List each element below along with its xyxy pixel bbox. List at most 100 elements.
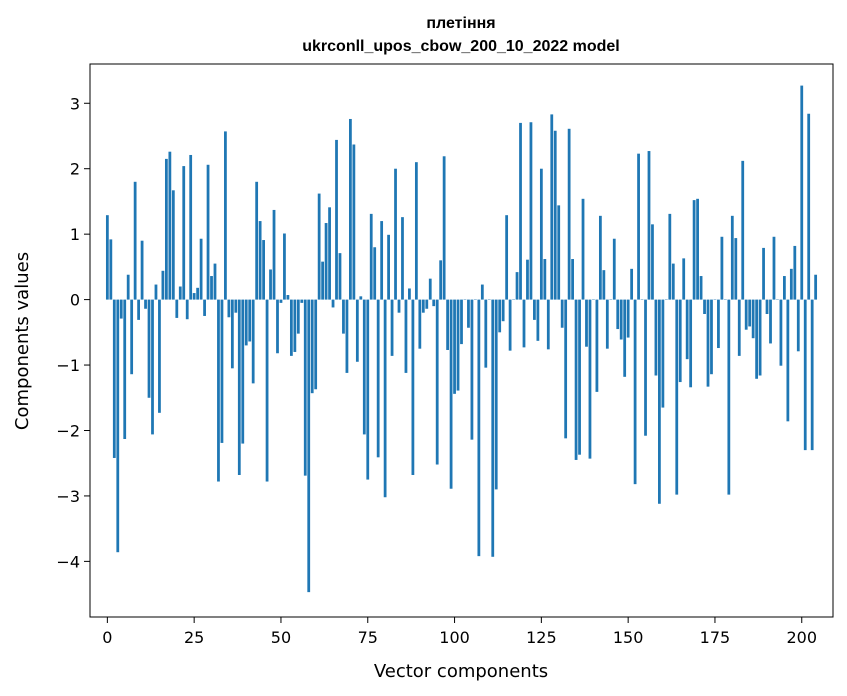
bar-74: [362, 299, 366, 435]
bar-150: [626, 299, 630, 338]
x-tick-label: 150: [613, 628, 644, 647]
bar-196: [786, 299, 790, 422]
bar-10: [140, 240, 144, 300]
bar-8: [133, 181, 137, 300]
bar-132: [564, 299, 568, 439]
bar-112: [494, 299, 498, 490]
bar-118: [515, 272, 519, 300]
bar-56: [300, 299, 304, 303]
bar-136: [578, 299, 581, 455]
y-axis-ticks: −4 −3 −2 −1 0 1 2 3: [56, 94, 90, 571]
x-tick-label: 125: [526, 628, 557, 647]
x-axis-ticks: 0 25 50 75 100 125 150 175 200: [102, 617, 817, 647]
bar-165: [678, 299, 682, 383]
bar-35: [227, 299, 231, 318]
x-tick-label: 25: [184, 628, 204, 647]
bar-57: [303, 299, 307, 476]
bar-13: [151, 299, 154, 435]
bar-65: [331, 299, 335, 308]
bar-95: [435, 299, 439, 465]
bar-166: [682, 258, 686, 300]
bar-147: [616, 299, 620, 330]
bar-75: [366, 299, 370, 480]
bar-134: [571, 259, 574, 300]
y-axis-label: Components values: [12, 252, 33, 430]
bar-83: [394, 168, 397, 300]
bar-28: [203, 299, 206, 316]
bar-51: [283, 233, 286, 300]
bar-159: [658, 299, 661, 504]
bar-54: [293, 299, 297, 352]
bar-82: [390, 299, 394, 356]
bar-131: [560, 299, 564, 328]
y-tick-label: −3: [56, 487, 80, 506]
x-tick-label: 100: [439, 628, 470, 647]
bar-139: [588, 299, 592, 459]
bar-109: [484, 299, 488, 368]
bar-1: [109, 239, 113, 300]
bar-55: [296, 299, 300, 334]
bar-146: [612, 238, 616, 300]
bar-89: [414, 162, 418, 300]
bar-47: [269, 269, 272, 300]
bar-27: [199, 238, 203, 300]
bar-18: [168, 151, 172, 300]
bar-64: [328, 207, 331, 300]
bar-88: [411, 299, 415, 475]
bar-148: [619, 299, 623, 340]
bar-77: [373, 247, 377, 300]
bar-186: [751, 299, 755, 339]
bar-48: [272, 209, 276, 300]
bar-115: [505, 215, 509, 300]
bar-58: [307, 299, 311, 593]
bar-25: [192, 293, 196, 300]
bar-152: [633, 299, 637, 485]
bar-49: [276, 299, 279, 354]
bar-163: [671, 263, 675, 300]
bar-34: [224, 131, 227, 300]
bar-63: [324, 223, 328, 300]
bar-29: [206, 164, 210, 300]
bar-176: [717, 299, 720, 349]
bar-122: [529, 122, 533, 300]
bar-72: [355, 299, 359, 362]
bar-70: [349, 118, 352, 300]
bar-52: [286, 295, 290, 300]
bar-126: [543, 259, 547, 300]
bar-39: [241, 299, 245, 444]
bar-130: [557, 205, 561, 300]
bar-71: [352, 144, 356, 300]
bar-123: [533, 299, 536, 320]
bar-170: [696, 198, 699, 300]
bar-59: [310, 299, 314, 394]
bar-144: [605, 299, 609, 349]
bar-2: [112, 299, 116, 458]
bar-42: [251, 299, 255, 384]
bar-69: [345, 299, 349, 373]
bar-20: [175, 299, 179, 318]
bar-177: [720, 236, 724, 300]
bar-17: [164, 158, 168, 300]
bar-111: [491, 299, 495, 557]
bar-102: [460, 299, 463, 345]
bar-173: [706, 299, 710, 387]
chart-title-line-1: плетіння: [426, 15, 495, 32]
bar-19: [171, 190, 175, 300]
bar-9: [137, 299, 140, 320]
bar-194: [779, 299, 783, 366]
bar-81: [387, 234, 390, 300]
bar-199: [796, 299, 800, 352]
bar-108: [480, 284, 484, 300]
bar-182: [737, 299, 741, 356]
bar-87: [408, 288, 411, 300]
bar-90: [418, 299, 422, 349]
bar-157: [651, 224, 654, 300]
bar-76: [369, 213, 373, 300]
bar-202: [807, 113, 811, 300]
bar-156: [647, 151, 651, 300]
y-tick-label: −1: [56, 356, 80, 375]
bar-203: [810, 299, 814, 451]
bar-137: [581, 198, 585, 300]
chart-title-line-2: ukrconll_upos_cbow_200_10_2022 model: [302, 38, 619, 55]
